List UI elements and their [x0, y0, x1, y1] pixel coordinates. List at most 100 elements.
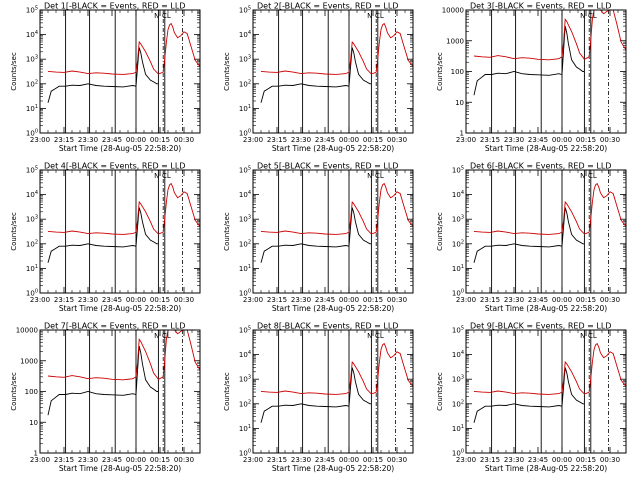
- y-tick-label: 104: [239, 350, 251, 359]
- x-axis-label: Start Time (28-Aug-05 22:58:20): [272, 464, 394, 473]
- x-tick-label: 23:45: [315, 136, 335, 144]
- y-tick-label: 100: [451, 68, 464, 76]
- y-axis-label: Counts/sec: [436, 372, 444, 411]
- y-tick-label: 100: [452, 289, 464, 298]
- event-markers: [65, 170, 183, 293]
- y-tick-label: 105: [452, 166, 464, 175]
- y-tick-label: 105: [239, 6, 251, 15]
- x-tick-label: 23:45: [102, 456, 122, 464]
- y-tick-label: 1000: [20, 357, 38, 365]
- event-markers: [278, 170, 396, 293]
- x-tick-label: 23:15: [54, 296, 74, 304]
- x-tick-label: 23:00: [30, 136, 50, 144]
- panel-det-8: 100 101 102 103 104 105 23:00 23:15 23:30 23:45 00…: [223, 322, 414, 473]
- panel-title: Det 3[-BLACK = Events, RED = LLD: [470, 2, 611, 11]
- x-tick-label: 00:30: [600, 296, 620, 304]
- panel-det-5: 100 101 102 103 104 105 23:00 23:15 23:30 23:45 00…: [223, 162, 414, 313]
- panel-title: Det 2[-BLACK = Events, RED = LLD: [257, 2, 398, 11]
- x-tick-label: 23:45: [528, 296, 548, 304]
- event-marker-label: N: [367, 12, 372, 20]
- x-axis-label: Start Time (28-Aug-05 22:58:20): [485, 304, 607, 313]
- y-axis-label: Counts/sec: [223, 372, 231, 411]
- event-markers: [491, 170, 609, 293]
- y-tick-label: 10000: [16, 327, 38, 335]
- x-axis-label: Start Time (28-Aug-05 22:58:20): [59, 464, 181, 473]
- series-line-lld: [260, 342, 413, 395]
- x-tick-label: 00:15: [363, 456, 383, 464]
- y-tick-label: 104: [239, 30, 251, 39]
- event-marker-label: N: [580, 172, 585, 180]
- x-tick-label: 23:15: [267, 136, 287, 144]
- series-line-events: [260, 47, 372, 103]
- event-markers: [65, 330, 183, 453]
- event-marker-label: CL: [162, 172, 171, 180]
- series-line-lld: [47, 22, 200, 75]
- plot-frame: [465, 9, 627, 134]
- panel-title: Det 5[-BLACK = Events, RED = LLD: [257, 162, 398, 171]
- y-tick-label: 104: [26, 30, 38, 39]
- x-tick-label: 23:00: [456, 136, 476, 144]
- x-axis-label: Start Time (28-Aug-05 22:58:20): [272, 304, 394, 313]
- y-tick-label: 101: [26, 264, 38, 273]
- x-tick-label: 23:15: [54, 136, 74, 144]
- panel-det-7: 1 10 100 1000 10000 23:00 23:15 23:30 23:45 00:00…: [10, 322, 201, 473]
- event-marker-label: N: [154, 12, 159, 20]
- event-marker-label: N: [580, 332, 585, 340]
- x-tick-label: 00:15: [363, 296, 383, 304]
- panel-title: Det 9[-BLACK = Events, RED = LLD: [470, 322, 611, 331]
- x-tick-label: 00:30: [600, 456, 620, 464]
- x-tick-label: 23:45: [528, 456, 548, 464]
- y-tick-label: 101: [239, 424, 251, 433]
- x-tick-label: 23:15: [480, 456, 500, 464]
- x-axis-label: Start Time (28-Aug-05 22:58:20): [59, 304, 181, 313]
- y-tick-label: 103: [452, 215, 464, 224]
- y-tick-label: 10000: [442, 7, 464, 15]
- x-tick-label: 00:00: [339, 296, 359, 304]
- x-tick-label: 00:00: [552, 296, 572, 304]
- y-tick-label: 105: [239, 326, 251, 335]
- x-tick-label: 00:30: [387, 136, 407, 144]
- x-tick-label: 23:30: [78, 456, 98, 464]
- x-tick-label: 23:00: [243, 296, 263, 304]
- x-tick-label: 23:15: [480, 136, 500, 144]
- event-marker-label: CL: [588, 12, 597, 20]
- y-tick-label: 101: [452, 264, 464, 273]
- x-axis-label: Start Time (28-Aug-05 22:58:20): [485, 464, 607, 473]
- event-marker-label: N: [367, 172, 372, 180]
- plot-frame: [252, 329, 414, 454]
- panel-title: Det 1[-BLACK = Events, RED = LLD: [44, 2, 185, 11]
- y-tick-label: 105: [239, 166, 251, 175]
- event-marker-label: N: [367, 332, 372, 340]
- panel-det-3: 1 10 100 1000 10000 23:00 23:15 23:30 23:45 00:00…: [436, 2, 627, 153]
- series-line-events: [47, 345, 159, 416]
- x-tick-label: 00:00: [552, 136, 572, 144]
- plot-frame: [252, 169, 414, 294]
- series-line-lld: [260, 182, 413, 235]
- series-line-events: [473, 367, 585, 423]
- x-tick-label: 23:30: [504, 136, 524, 144]
- y-tick-label: 100: [26, 129, 38, 138]
- y-tick-label: 102: [239, 239, 251, 248]
- series-line-lld: [473, 182, 626, 235]
- y-tick-label: 100: [239, 449, 251, 458]
- panel-title: Det 6[-BLACK = Events, RED = LLD: [470, 162, 611, 171]
- series-line-lld: [47, 330, 200, 381]
- event-markers: [491, 10, 609, 133]
- y-tick-label: 103: [452, 375, 464, 384]
- x-tick-label: 00:00: [339, 456, 359, 464]
- event-marker-label: CL: [375, 12, 384, 20]
- x-tick-label: 00:30: [387, 296, 407, 304]
- x-tick-label: 00:15: [150, 456, 170, 464]
- plot-frame: [465, 329, 627, 454]
- panel-det-2: 100 101 102 103 104 105 23:00 23:15 23:30 23:45 00…: [223, 2, 414, 153]
- y-tick-label: 104: [452, 350, 464, 359]
- series-line-lld: [473, 342, 626, 395]
- x-tick-label: 23:30: [504, 456, 524, 464]
- y-tick-label: 1: [460, 130, 464, 138]
- event-marker-label: CL: [588, 172, 597, 180]
- series-line-lld: [47, 182, 200, 235]
- x-tick-label: 23:30: [78, 136, 98, 144]
- panel-title: Det 7[-BLACK = Events, RED = LLD: [44, 322, 185, 331]
- panel-det-9: 100 101 102 103 104 105 23:00 23:15 23:30 23:45 00…: [436, 322, 627, 473]
